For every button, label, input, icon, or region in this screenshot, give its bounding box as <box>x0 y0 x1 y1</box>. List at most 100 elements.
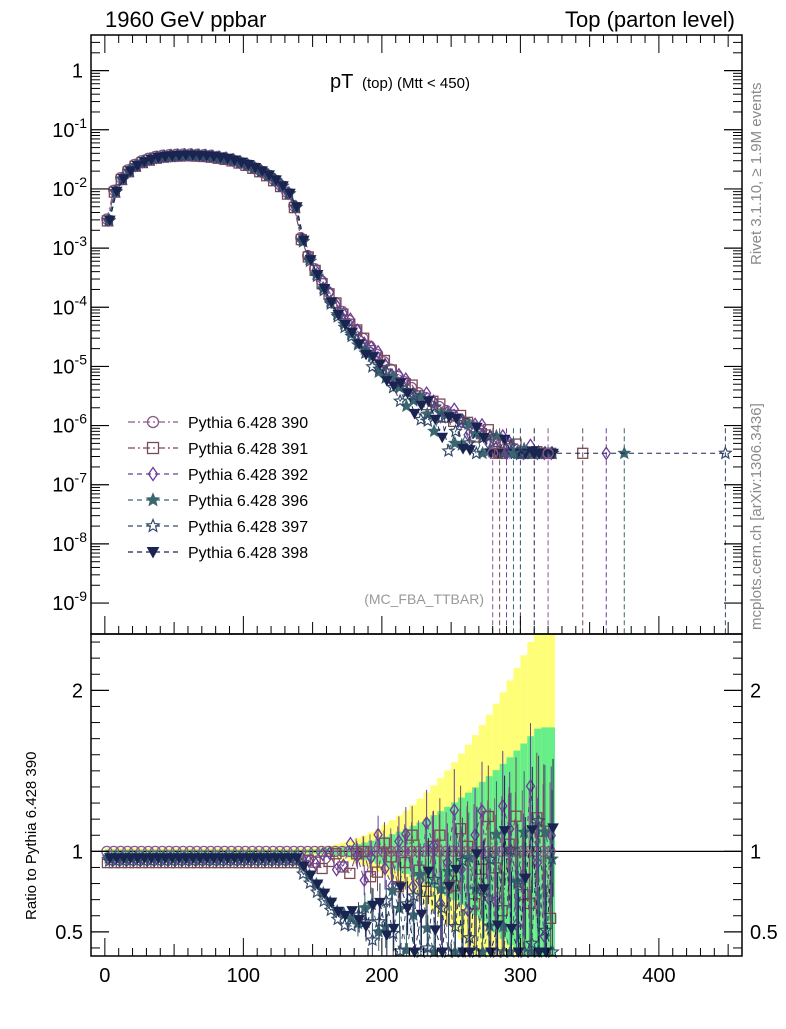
marker-diamond <box>373 827 383 842</box>
ratio-line <box>109 820 553 954</box>
marker-star-open <box>448 423 463 438</box>
marker-triangle <box>117 174 130 185</box>
marker-triangle <box>367 900 379 912</box>
ratio-ytick-label: 0.5 <box>55 922 83 944</box>
marker-star <box>617 446 632 460</box>
marker-diamond <box>380 861 390 876</box>
marker-triangle <box>173 150 185 162</box>
marker-diamond <box>373 344 383 359</box>
ytick-label: 10-1 <box>52 115 87 142</box>
xtick-label: 0 <box>99 965 110 987</box>
marker-triangle <box>146 547 160 559</box>
marker-star-open <box>420 940 435 955</box>
ratio-panel-frame <box>90 633 743 957</box>
marker-triangle <box>311 269 324 281</box>
marker-star-open <box>337 319 352 334</box>
marker-star-open <box>330 911 346 926</box>
marker-square <box>344 867 356 880</box>
marker-triangle <box>401 903 414 915</box>
marker-diamond <box>366 850 376 865</box>
marker-diamond <box>601 446 612 461</box>
marker-diamond <box>463 903 473 918</box>
marker-square <box>406 829 418 841</box>
marker-star-open <box>365 359 380 373</box>
ratio-ylabel: Ratio to Pythia 6.428 390 <box>23 752 40 920</box>
marker-star-open <box>344 918 359 933</box>
marker-square <box>482 810 494 823</box>
marker-triangle <box>318 888 331 900</box>
marker-diamond <box>359 873 370 888</box>
marker-star-open <box>462 930 477 944</box>
marker-triangle <box>408 408 421 420</box>
plot-title-sub: (top) (Mtt < 450) <box>362 75 470 92</box>
plot-title-main: pT <box>330 71 353 93</box>
marker-square <box>434 829 446 841</box>
ratio-line <box>107 816 552 919</box>
ratio-ytick-label-right: 0.5 <box>750 922 778 944</box>
marker-star-open <box>344 328 359 343</box>
legend-entry-3: Pythia 6.428 392 <box>188 467 308 484</box>
xtick-label: 100 <box>227 965 260 987</box>
ratio-ytick-label: 2 <box>72 680 83 702</box>
marker-star-open <box>145 517 161 533</box>
marker-star-open <box>441 443 456 458</box>
marker-diamond <box>401 826 411 842</box>
marker-star-open <box>503 438 519 452</box>
marker-diamond <box>304 853 314 869</box>
legend: Pythia 6.428 390 Pythia 6.428 391 Pythia 6… <box>128 415 308 562</box>
marker-diamond <box>345 836 356 851</box>
marker-star <box>145 492 161 507</box>
marker-triangle <box>422 866 435 878</box>
marker-triangle <box>318 284 331 295</box>
marker-diamond <box>352 849 363 864</box>
marker-star-open <box>513 445 528 460</box>
marker-circle <box>487 447 499 459</box>
left-title: 1960 GeV ppbar <box>105 7 266 32</box>
legend-entry-4: Pythia 6.428 396 <box>188 493 308 510</box>
marker-triangle <box>498 826 511 837</box>
marker-triangle <box>528 448 541 460</box>
ytick-label: 10-8 <box>52 529 87 556</box>
marker-star-open <box>510 875 525 890</box>
marker-diamond <box>477 803 487 818</box>
marker-triangle <box>353 339 365 350</box>
marker-diamond <box>428 838 439 853</box>
marker-diamond <box>147 466 159 482</box>
mcplots-label: mcplots.cern.ch [arXiv:1306.3436] <box>748 403 765 630</box>
marker-diamond <box>331 862 342 877</box>
ytick-label: 1 <box>72 61 83 83</box>
ytick-label: 10-5 <box>52 351 87 378</box>
marker-square <box>330 848 342 860</box>
marker-star-open <box>538 922 553 937</box>
series-6-main <box>103 150 559 460</box>
ratio-ytick-label-right: 2 <box>750 680 761 702</box>
marker-triangle <box>138 157 151 168</box>
marker-square <box>146 441 160 455</box>
legend-entry-6: Pythia 6.428 398 <box>188 545 308 562</box>
marker-star-open <box>365 932 380 947</box>
marker-triangle <box>415 909 428 921</box>
marker-star-open <box>372 914 387 928</box>
marker-square <box>309 856 321 868</box>
marker-triangle <box>512 947 525 959</box>
marker-star <box>385 883 400 897</box>
marker-diamond <box>511 917 522 932</box>
marker-star-open <box>718 445 733 460</box>
marker-diamond <box>317 846 328 862</box>
marker-star-open <box>524 935 539 950</box>
ytick-label: 10-2 <box>52 174 87 201</box>
ytick-label: 10-9 <box>52 588 87 615</box>
analysis-watermark: (MC_FBA_TTBAR) <box>364 591 484 607</box>
marker-square <box>493 447 506 459</box>
right-title: Top (parton level) <box>565 7 735 32</box>
ratio-ytick-label: 1 <box>72 841 83 863</box>
marker-triangle <box>484 947 497 959</box>
ytick-label: 10-6 <box>52 411 87 438</box>
legend-entry-1: Pythia 6.428 390 <box>188 415 308 432</box>
marker-circle <box>146 415 160 429</box>
marker-star <box>461 416 476 431</box>
rivet-label: Rivet 3.1.10, ≥ 1.9M events <box>748 83 765 266</box>
marker-diamond <box>449 802 460 818</box>
